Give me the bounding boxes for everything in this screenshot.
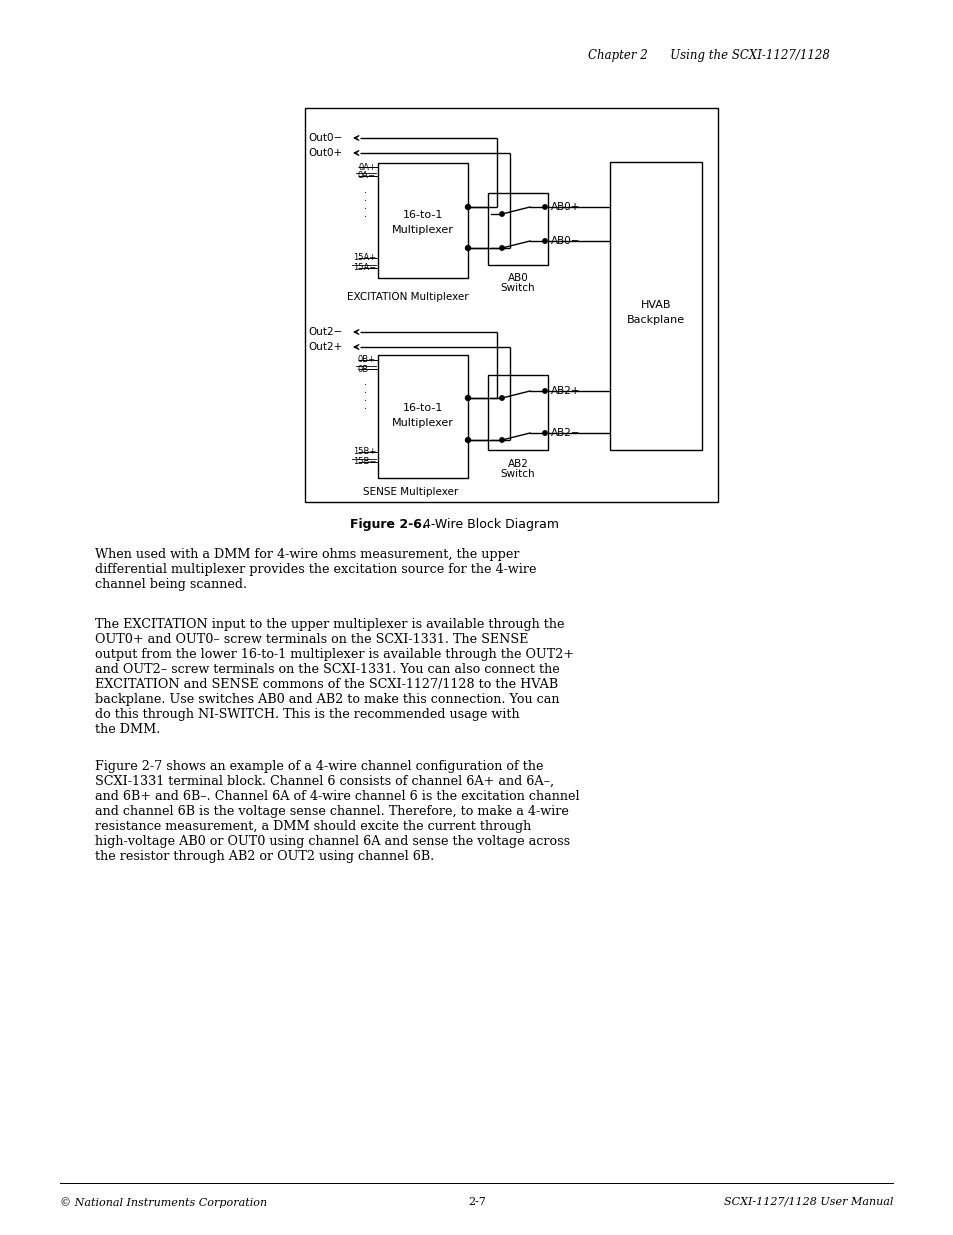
Text: HVAB: HVAB	[640, 300, 671, 310]
Text: AB0: AB0	[507, 273, 528, 283]
Text: 2-7: 2-7	[468, 1197, 485, 1207]
Text: 15B−: 15B−	[353, 457, 375, 467]
Text: Out2+: Out2+	[308, 342, 342, 352]
Text: .: .	[364, 393, 367, 403]
Bar	[377, 163, 468, 278]
Text: 16-to-1: 16-to-1	[402, 210, 443, 220]
Circle shape	[542, 389, 547, 393]
Text: 15A−: 15A−	[353, 263, 375, 273]
Text: 0B−: 0B−	[357, 364, 375, 373]
Text: AB0+: AB0+	[551, 203, 579, 212]
Text: .: .	[364, 377, 367, 387]
Text: Switch: Switch	[500, 469, 535, 479]
Bar	[609, 162, 701, 450]
Circle shape	[465, 205, 470, 210]
Text: 0B+: 0B+	[357, 356, 375, 364]
Text: Figure 2-7 shows an example of a 4-wire channel configuration of the
SCXI-1331 t: Figure 2-7 shows an example of a 4-wire …	[95, 760, 579, 863]
Text: Out2−: Out2−	[308, 327, 342, 337]
Text: The EXCITATION input to the upper multiplexer is available through the
OUT0+ and: The EXCITATION input to the upper multip…	[95, 618, 574, 736]
Circle shape	[499, 246, 504, 251]
Text: .: .	[364, 209, 367, 219]
Text: EXCITATION Multiplexer: EXCITATION Multiplexer	[347, 291, 468, 303]
Circle shape	[542, 431, 547, 435]
Text: Backplane: Backplane	[626, 315, 684, 325]
Text: .: .	[364, 185, 367, 195]
Text: AB0−: AB0−	[551, 236, 579, 246]
Text: Multiplexer: Multiplexer	[392, 225, 454, 235]
Circle shape	[465, 395, 470, 400]
Circle shape	[499, 437, 504, 442]
Text: .: .	[364, 193, 367, 203]
Text: 0A−: 0A−	[357, 172, 375, 180]
Text: 15A+: 15A+	[353, 253, 375, 263]
Text: 0A+: 0A+	[357, 163, 375, 172]
Circle shape	[499, 395, 504, 400]
Circle shape	[542, 205, 547, 209]
Bar	[488, 375, 547, 450]
Bar	[488, 193, 547, 266]
Text: Out0+: Out0+	[308, 148, 342, 158]
Circle shape	[542, 238, 547, 243]
Text: SENSE Multiplexer: SENSE Multiplexer	[363, 487, 458, 496]
Text: 16-to-1: 16-to-1	[402, 403, 443, 412]
Circle shape	[465, 437, 470, 442]
Text: .: .	[364, 385, 367, 395]
Text: © National Instruments Corporation: © National Instruments Corporation	[60, 1197, 267, 1208]
Text: .: .	[364, 401, 367, 411]
Text: AB2−: AB2−	[551, 429, 580, 438]
Text: 4-Wire Block Diagram: 4-Wire Block Diagram	[415, 517, 558, 531]
Text: AB2: AB2	[507, 459, 528, 469]
Text: Out0−: Out0−	[308, 133, 342, 143]
Circle shape	[465, 246, 470, 251]
Text: Multiplexer: Multiplexer	[392, 417, 454, 429]
Text: When used with a DMM for 4-wire ohms measurement, the upper
differential multipl: When used with a DMM for 4-wire ohms mea…	[95, 548, 536, 592]
Text: .: .	[364, 201, 367, 211]
Text: Switch: Switch	[500, 283, 535, 293]
Bar	[377, 354, 468, 478]
Circle shape	[499, 211, 504, 216]
Bar	[305, 107, 718, 501]
Text: 15B+: 15B+	[353, 447, 375, 457]
Text: AB2+: AB2+	[551, 387, 579, 396]
Text: SCXI-1127/1128 User Manual: SCXI-1127/1128 User Manual	[723, 1197, 892, 1207]
Text: Figure 2-6.: Figure 2-6.	[350, 517, 426, 531]
Text: Chapter 2      Using the SCXI-1127/1128: Chapter 2 Using the SCXI-1127/1128	[587, 48, 829, 62]
